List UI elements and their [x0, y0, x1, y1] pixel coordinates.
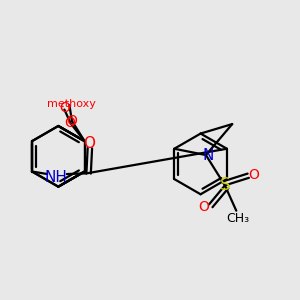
Text: N: N: [202, 148, 214, 163]
Text: O: O: [248, 168, 260, 182]
Text: S: S: [220, 176, 230, 194]
Text: O: O: [59, 100, 70, 115]
Text: O: O: [64, 116, 76, 130]
Text: O: O: [83, 136, 95, 151]
Text: O: O: [66, 114, 77, 128]
Text: NH: NH: [45, 170, 68, 185]
Text: CH₃: CH₃: [226, 212, 249, 225]
Text: methoxy: methoxy: [47, 99, 96, 109]
Text: O: O: [198, 200, 209, 214]
